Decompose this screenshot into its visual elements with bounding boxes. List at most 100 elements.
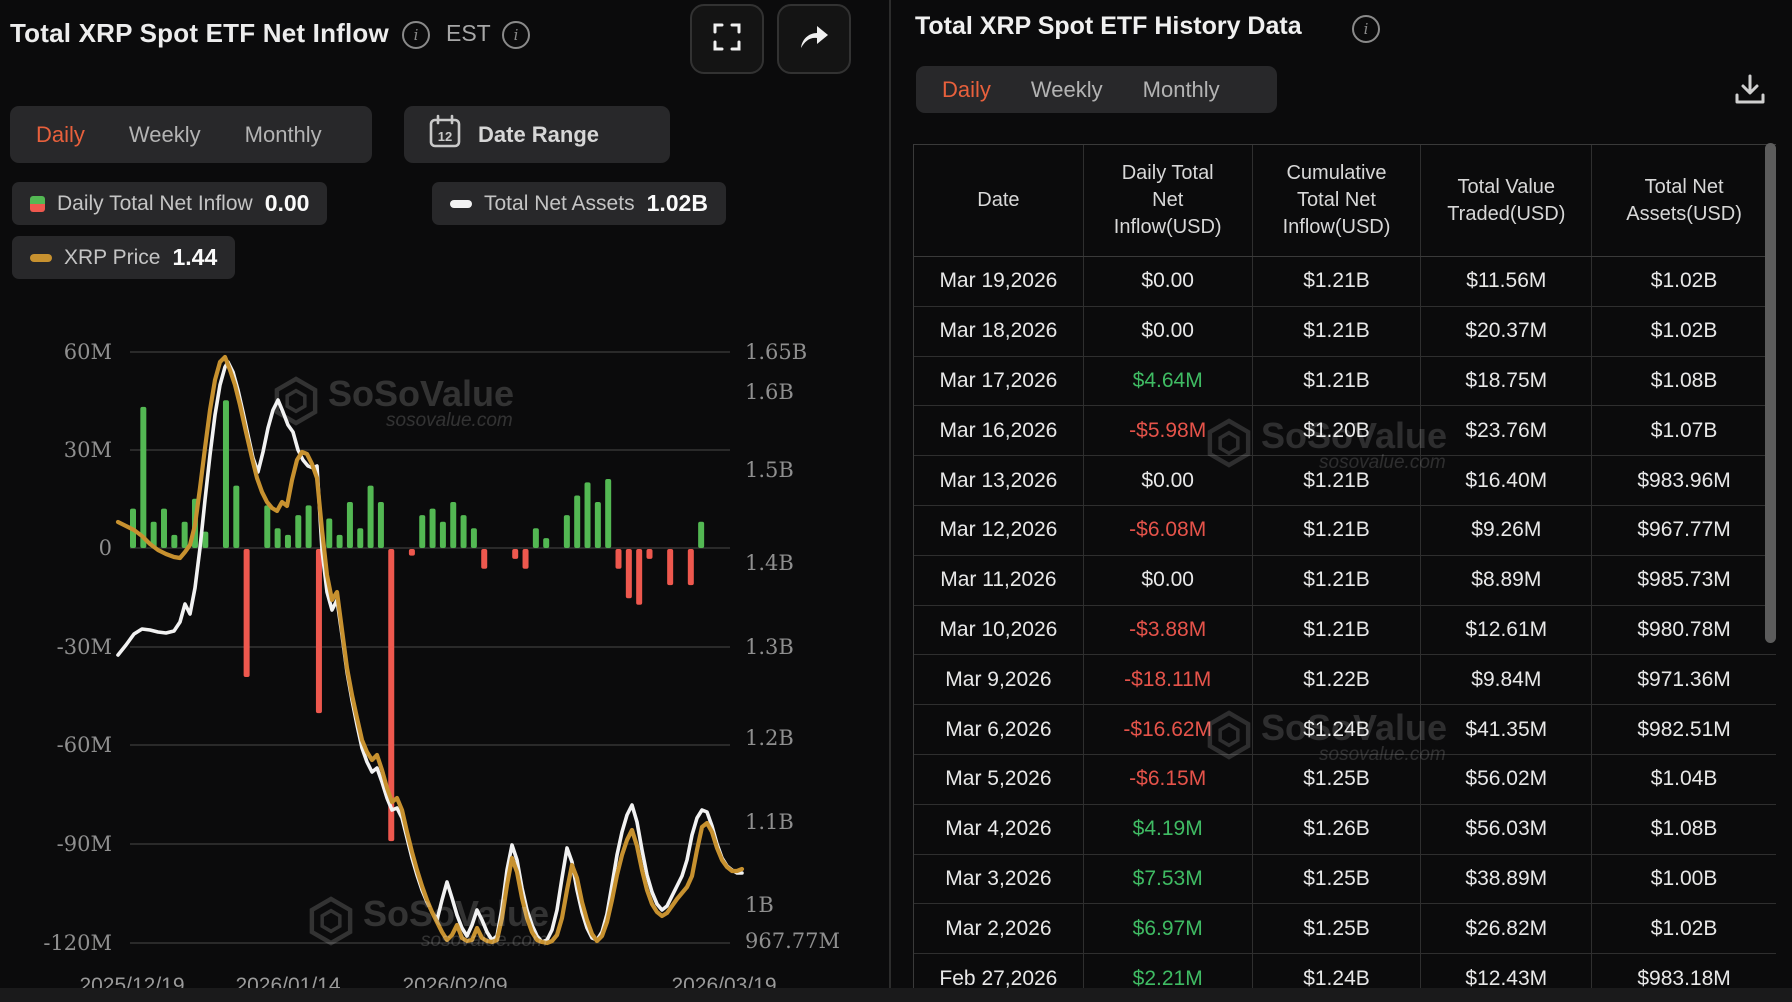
chart-period-tabs: Daily Weekly Monthly [10,106,372,163]
legend-item-daily-total-net-inflow[interactable]: Daily Total Net Inflow 0.00 [12,182,328,225]
table-cell: $1.21B [1253,356,1422,406]
table-cell: $7.53M [1084,854,1253,904]
table-cell: $1.20B [1253,406,1422,456]
inflow-bar-positive [584,482,591,548]
table-cell: Mar 12,2026 [914,505,1084,555]
inflow-bar-positive [160,508,167,548]
left-axis-tick: -30M [57,635,112,659]
left-axis-tick: 30M [64,438,112,462]
inflow-bar-negative [481,549,488,569]
inflow-bar-positive [181,521,188,548]
chart-tab-daily[interactable]: Daily [36,121,85,147]
table-row: Mar 4,2026 $4.19M $1.26B $56.03M $1.08B [914,804,1776,855]
etf-net-inflow-chart[interactable]: 60M 30M 0 -30M -60M -90M -120M 1.65B 1.6B 1.5B 1.4… [0,300,860,1002]
table-row: Mar 19,2026 $0.00 $1.21B $11.56M $1.02B [914,257,1776,307]
inflow-bar-positive [563,515,570,548]
right-axis-tick: 1.6B [745,380,794,404]
inflow-bar-negative [315,549,322,714]
inflow-bar-positive [605,479,612,548]
table-cell: $9.84M [1421,655,1593,705]
table-header-row: Date Daily Total Net Inflow(USD) Cumulativ… [914,144,1776,257]
inflow-bar-positive [470,528,477,548]
table-cell: Mar 16,2026 [914,406,1084,456]
column-header: Daily Total Net Inflow(USD) [1084,145,1253,256]
inflow-bar-positive [450,502,457,548]
table-cell: $8.89M [1421,555,1593,605]
legend-value: 1.02B [646,190,708,216]
table-cell: $971.36M [1637,667,1731,691]
share-button[interactable] [777,4,851,74]
table-tab-monthly[interactable]: Monthly [1142,76,1220,102]
table-cell: $1.07B [1650,418,1718,442]
inflow-bar-positive [346,502,353,548]
chart-tab-monthly[interactable]: Monthly [244,121,322,147]
table-cell: $1.24B [1253,705,1422,754]
inflow-bar-positive [543,538,550,548]
table-row: Mar 9,2026 -$18.11M $1.22B $9.84M $971.36M [914,655,1776,706]
table-cell: $18.75M [1421,356,1593,406]
table-cell: -$3.88M [1084,605,1253,655]
inflow-bar-positive [284,534,291,548]
table-cell: $1.25B [1253,754,1422,804]
table-cell: $1.02B [1650,319,1718,343]
inflow-bar-positive [171,534,178,548]
inflow-bar-positive [377,502,384,548]
table-tab-weekly[interactable]: Weekly [1030,76,1103,102]
inflow-bar-negative [512,549,519,559]
table-cell: $1.21B [1253,605,1422,655]
table-cell: -$6.15M [1084,754,1253,804]
xrp-price-line [115,354,745,946]
table-cell: $0.00 [1084,555,1253,605]
inflow-bar-negative [636,549,643,605]
table-cell: $1.26B [1253,804,1422,854]
table-cell: $4.19M [1084,804,1253,854]
inflow-bar-negative [615,549,622,569]
table-cell: $967.77M [1637,518,1731,542]
table-cell: $1.21B [1253,257,1422,306]
table-cell: $56.02M [1421,754,1593,804]
inflow-bar-negative [646,549,653,559]
chart-tab-weekly[interactable]: Weekly [128,121,201,147]
inflow-bar-positive [233,485,240,548]
table-period-tabs: Daily Weekly Monthly [916,66,1277,113]
table-cell: Mar 5,2026 [914,754,1084,804]
right-axis-tick: 1.1B [745,810,794,834]
title-info-icon[interactable]: i [402,21,430,49]
table-cell: -$6.08M [1084,505,1253,555]
svg-text:12: 12 [438,129,452,144]
table-cell: $1.08B [1650,368,1718,392]
table-cell: $12.43M [1421,954,1593,1002]
table-cell: $1.00B [1650,866,1718,890]
inflow-bar-positive [439,521,446,548]
table-title-info-icon[interactable]: i [1352,15,1380,43]
table-cell: $983.18M [1637,966,1731,990]
table-cell: $16.40M [1421,456,1593,505]
table-cell: Mar 18,2026 [914,306,1084,356]
legend-item-total-net-assets[interactable]: Total Net Assets 1.02B [432,182,726,225]
table-cell: $41.35M [1421,705,1593,754]
bottom-edge [0,988,1792,1002]
table-cell: $23.76M [1421,406,1593,456]
table-scrollbar[interactable] [1765,143,1776,643]
inflow-bar-positive [222,400,229,548]
table-cell: $12.61M [1421,605,1593,655]
download-button[interactable] [1728,70,1772,114]
table-cell: $2.21M [1084,954,1253,1002]
legend-label: Total Net Assets [484,191,635,215]
legend-item-xrp-price[interactable]: XRP Price 1.44 [12,236,236,279]
table-cell: $1.08B [1650,817,1718,841]
column-header: Cumulative Total Net Inflow(USD) [1253,145,1422,256]
table-tab-daily[interactable]: Daily [942,76,991,102]
panel-divider [889,0,891,1002]
table-row: Mar 2,2026 $6.97M $1.25B $26.82M $1.02B [914,904,1776,955]
table-cell: $1.21B [1253,555,1422,605]
table-cell: $38.89M [1421,854,1593,904]
date-range-button[interactable]: 12 Date Range [404,106,670,163]
inflow-bar-negative [625,549,632,599]
table-row: Mar 17,2026 $4.64M $1.21B $18.75M $1.08B [914,356,1776,407]
timezone-info-icon[interactable]: i [502,21,530,49]
left-axis-tick: 60M [64,340,112,364]
total-net-assets-line [116,360,744,944]
fullscreen-button[interactable] [690,4,764,74]
column-header: Total Net Assets(USD) [1626,175,1742,225]
